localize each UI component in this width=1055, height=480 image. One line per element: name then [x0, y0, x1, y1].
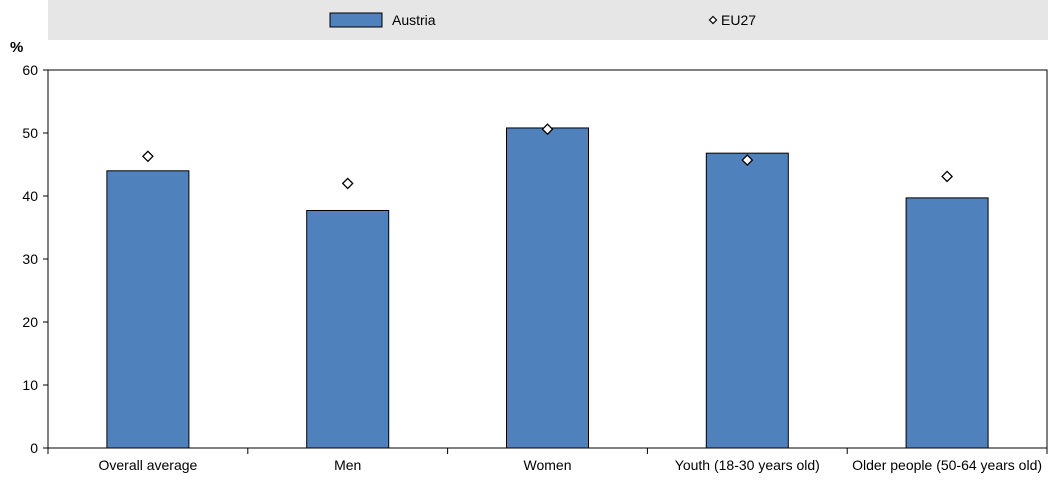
bar-austria	[705, 152, 789, 449]
y-tick-label: 60	[22, 62, 38, 78]
bar-austria	[106, 170, 190, 449]
y-tick-label: 50	[22, 125, 38, 141]
bar-austria	[506, 127, 589, 449]
x-axis: Overall average Men Women Youth (18-30 year…	[47, 448, 1048, 473]
marker-eu27	[741, 154, 754, 167]
legend-swatch-austria	[329, 12, 383, 28]
x-tick-label: Overall average	[98, 457, 197, 473]
x-tick-label: Youth (18-30 years old)	[675, 457, 820, 473]
x-tick-label: Men	[334, 457, 361, 473]
y-tick-label: 0	[30, 440, 38, 456]
marker-eu27	[941, 170, 954, 183]
y-tick-label: 20	[22, 314, 38, 330]
y-tick-label: 40	[22, 188, 38, 204]
marker-eu27	[141, 150, 154, 163]
legend-label-eu27: EU27	[721, 12, 756, 28]
legend-background	[48, 0, 1048, 40]
y-axis-unit: %	[10, 39, 23, 56]
y-tick-label: 30	[22, 251, 38, 267]
y-tick-label: 10	[22, 377, 38, 393]
x-tick-label: Older people (50-64 years old)	[852, 457, 1042, 473]
bar-austria	[306, 209, 390, 449]
legend-label-austria: Austria	[392, 12, 436, 28]
y-axis: 0 10 20 30 40 50 60	[22, 62, 48, 456]
x-tick-label: Women	[524, 457, 572, 473]
marker-series-eu27	[141, 123, 954, 190]
marker-eu27	[341, 177, 354, 190]
legend-diamond-eu27	[708, 15, 718, 25]
marker-eu27	[541, 123, 554, 136]
legend: Austria EU27	[329, 12, 756, 28]
bar-austria	[905, 197, 989, 449]
bar-series-austria	[106, 127, 989, 449]
